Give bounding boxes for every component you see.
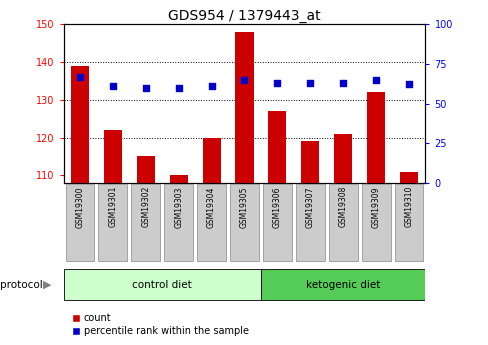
Bar [65,184,94,262]
Bar [301,141,319,183]
Point [174,85,182,90]
Bar [268,111,286,183]
Bar [261,269,425,300]
Bar [399,171,417,183]
Point [339,80,346,86]
Bar [169,175,187,183]
Bar [295,184,324,262]
Bar [137,156,155,183]
Legend: count, percentile rank within the sample: count, percentile rank within the sample [68,309,252,340]
Text: GSM19301: GSM19301 [108,186,117,227]
Bar [71,66,89,183]
Bar [235,32,253,183]
Text: GSM19303: GSM19303 [174,186,183,227]
Bar [229,184,259,262]
Bar [197,184,225,262]
Text: GSM19305: GSM19305 [240,186,248,227]
Bar [63,269,261,300]
Title: GDS954 / 1379443_at: GDS954 / 1379443_at [168,9,320,23]
Bar [366,92,385,183]
Text: GSM19300: GSM19300 [75,186,84,227]
Text: GSM19308: GSM19308 [338,186,347,227]
Point [109,83,117,89]
Bar [103,130,122,183]
Text: ▶: ▶ [42,280,51,289]
Point [371,77,379,82]
Point [240,77,248,82]
Bar [328,184,357,262]
Bar [202,138,220,183]
Text: GSM19306: GSM19306 [272,186,281,227]
Text: GSM19307: GSM19307 [305,186,314,227]
Point [142,85,149,90]
Bar [164,184,193,262]
Text: control diet: control diet [132,280,192,289]
Bar [263,184,291,262]
Bar [98,184,127,262]
Text: GSM19304: GSM19304 [207,186,216,227]
Text: GSM19310: GSM19310 [404,186,413,227]
Point [306,80,314,86]
Text: ketogenic diet: ketogenic diet [305,280,380,289]
Text: protocol: protocol [0,280,42,289]
Point [207,83,215,89]
Text: GSM19309: GSM19309 [371,186,380,227]
Point [76,74,84,79]
Bar [333,134,351,183]
Point [404,82,412,87]
Bar [361,184,390,262]
Point [273,80,281,86]
Text: GSM19302: GSM19302 [141,186,150,227]
Bar [131,184,160,262]
Bar [394,184,423,262]
